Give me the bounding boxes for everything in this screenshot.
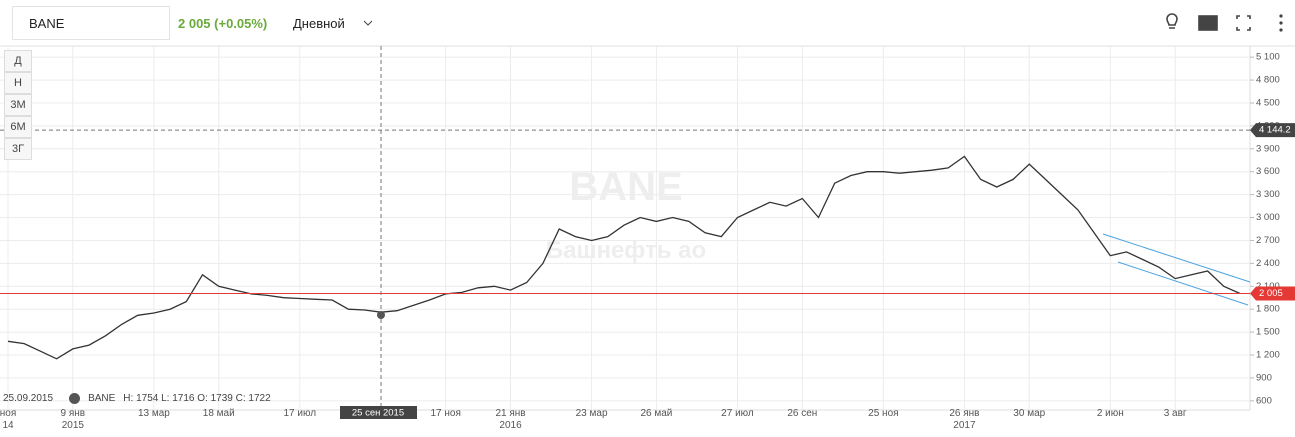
watermark: BANE	[569, 165, 682, 209]
x-tick-label: 27 июл	[721, 408, 754, 419]
y-tick-label: 2 100	[1256, 281, 1280, 292]
x-tick-label: 13 мар	[137, 408, 170, 419]
x-tick-label: 2 июн	[1096, 408, 1124, 419]
y-tick-label: 3 900	[1256, 143, 1280, 154]
price-line	[7, 155, 1241, 360]
crosshair-price: 4 144.2	[1259, 125, 1291, 136]
y-tick-label: 4 500	[1256, 98, 1280, 109]
legend-ohlc: H: 1754 L: 1716 O: 1739 C: 1722	[123, 393, 271, 404]
y-tick-label: 3 000	[1256, 212, 1280, 223]
menu-icon[interactable]	[1279, 14, 1283, 32]
crosshair-date-box	[340, 406, 417, 419]
x-tick-label: 26 сен	[787, 408, 818, 419]
x-tick-label: ноя 14	[0, 408, 17, 431]
range-button[interactable]: 3Г	[4, 138, 32, 160]
legend-dot	[69, 393, 81, 404]
ohlc-legend: 25.09.2015 BANE H: 1754 L: 1716 O: 1739 …	[3, 393, 271, 404]
x-tick-label: 9 янв 2015	[60, 408, 86, 431]
crosshair-date: 25 сен 2015	[352, 408, 404, 419]
symbol-input[interactable]: BANE	[12, 6, 170, 40]
x-tick-label: 26 май	[640, 408, 673, 419]
x-tick-label: 25 ноя	[868, 408, 899, 419]
range-button[interactable]: 3М	[4, 94, 32, 116]
toolbar-icons[interactable]	[1166, 13, 1251, 31]
price-change: 2 005 (+0.05%)	[178, 16, 268, 31]
legend-symbol: BANE	[88, 393, 116, 404]
y-tick-label: 600	[1256, 395, 1272, 406]
x-tick-label: 3 авг	[1163, 408, 1187, 419]
watermark: Башнефть ао	[546, 237, 706, 264]
y-tick-label: 1 800	[1256, 304, 1280, 315]
crosshair-dot	[377, 311, 385, 319]
y-tick-label: 4 800	[1256, 75, 1280, 86]
y-tick-label: 1 500	[1256, 327, 1280, 338]
legend-date: 25.09.2015	[3, 393, 54, 404]
last-price-box	[1250, 286, 1295, 301]
y-tick-label: 3 300	[1256, 189, 1280, 200]
trend-line	[1102, 233, 1251, 283]
y-tick-label: 3 600	[1256, 166, 1280, 177]
y-tick-label: 2 700	[1256, 235, 1280, 246]
range-button[interactable]: Н	[4, 72, 32, 94]
x-tick-label: 23 мар	[575, 408, 608, 419]
trend-line	[1117, 261, 1249, 306]
range-button[interactable]: 6М	[4, 116, 32, 138]
chevron[interactable]	[363, 20, 373, 26]
x-tick-label: 30 мар	[1013, 408, 1046, 419]
x-tick-label: 21 янв 2016	[495, 408, 526, 431]
x-tick-label: 17 ноя	[430, 408, 461, 419]
x-tick-label: 17 июл	[283, 408, 317, 419]
y-tick-label: 1 200	[1256, 350, 1280, 361]
last-price-label: 2 005	[1259, 288, 1283, 299]
y-tick-label: 2 400	[1256, 258, 1280, 269]
x-tick-label: 18 май	[202, 408, 235, 419]
y-tick-label: 5 100	[1256, 52, 1280, 63]
crosshair-price-box	[1250, 123, 1295, 138]
x-tick-label: 26 янв 2017	[949, 408, 980, 431]
y-tick-label: 900	[1256, 372, 1272, 383]
interval[interactable]: Дневной	[293, 16, 345, 31]
range-button[interactable]: Д	[4, 50, 32, 72]
